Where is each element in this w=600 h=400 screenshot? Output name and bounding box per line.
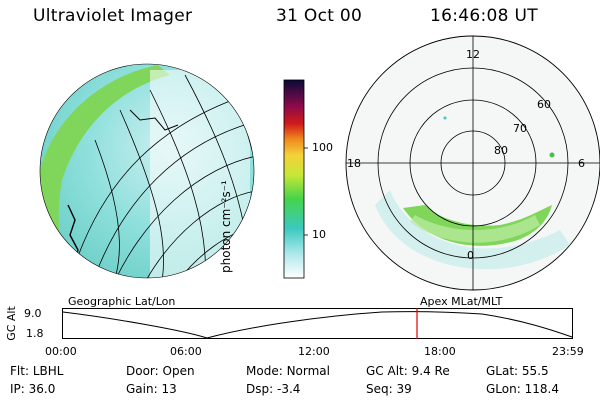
auroral-oval — [40, 65, 170, 278]
limb-outline — [39, 63, 255, 279]
time-label: 16:46:08 UT — [430, 6, 538, 26]
info-glon: GLon: 118.4 — [486, 382, 559, 396]
mlt-label-0: 0 — [467, 249, 474, 262]
apex-caption: Apex MLat/MLT — [420, 295, 503, 308]
info-mode: Mode: Normal — [246, 364, 330, 378]
colorbar-unit-label: photon cm⁻²s⁻¹ — [219, 180, 233, 273]
colorbar — [283, 79, 308, 279]
info-glat: GLat: 55.5 — [486, 364, 549, 378]
altitude-timeline — [62, 308, 573, 339]
colorbar-gradient — [283, 79, 305, 279]
timeline-tick-0000: 00:00 — [45, 345, 77, 358]
dayside-background — [150, 70, 250, 278]
timeline-y-top: 9.0 — [24, 307, 42, 320]
info-filter: Flt: LBHL — [10, 364, 64, 378]
colorbar-tick-10: 10 — [312, 228, 326, 241]
geographic-caption: Geographic Lat/Lon — [68, 295, 176, 308]
colorbar-tick-100: 100 — [312, 141, 333, 154]
timeline-frame — [62, 308, 573, 339]
timeline-tick-0600: 06:00 — [170, 345, 202, 358]
coastline-north — [129, 109, 179, 131]
mlat-label-80: 80 — [494, 144, 508, 157]
mlat-label-60: 60 — [537, 98, 551, 111]
info-door: Door: Open — [126, 364, 195, 378]
info-dsp: Dsp: -3.4 — [246, 382, 301, 396]
altitude-curve — [62, 311, 573, 339]
geographic-image — [39, 63, 255, 279]
mlat-label-70: 70 — [513, 122, 527, 135]
info-gc-alt: GC Alt: 9.4 Re — [366, 364, 450, 378]
mlt-label-18: 18 — [347, 157, 361, 170]
info-seq: Seq: 39 — [366, 382, 412, 396]
timeline-tick-1200: 12:00 — [298, 345, 330, 358]
date-label: 31 Oct 00 — [276, 6, 363, 26]
info-ip: IP: 36.0 — [10, 382, 56, 396]
timeline-axis-label: GC Alt — [4, 306, 18, 341]
mlt-label-6: 6 — [578, 157, 585, 170]
polar-plot — [345, 35, 600, 291]
timeline-tick-1800: 18:00 — [424, 345, 456, 358]
timeline-tick-2359: 23:59 — [552, 345, 584, 358]
timeline-y-bottom: 1.8 — [26, 327, 44, 340]
info-gain: Gain: 13 — [126, 382, 177, 396]
auroral-peak — [48, 235, 66, 278]
instrument-title: Ultraviolet Imager — [33, 6, 193, 26]
mlt-label-12: 12 — [466, 48, 480, 61]
